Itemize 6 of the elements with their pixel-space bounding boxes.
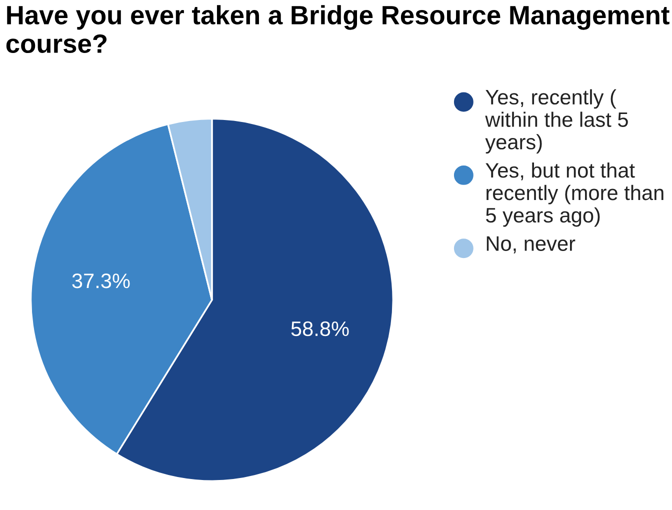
data-label: 58.8% <box>291 321 349 336</box>
chart-title: Have you ever taken a Bridge Resource Management course? <box>6 5 670 54</box>
legend-label: No, never <box>486 236 576 254</box>
legend-label: Yes, but not that recently (more than 5 years ago) <box>486 162 664 227</box>
data-label: 37.3% <box>72 274 130 288</box>
legend-label: Yes, recently ( within the last 5 years) <box>485 89 628 154</box>
